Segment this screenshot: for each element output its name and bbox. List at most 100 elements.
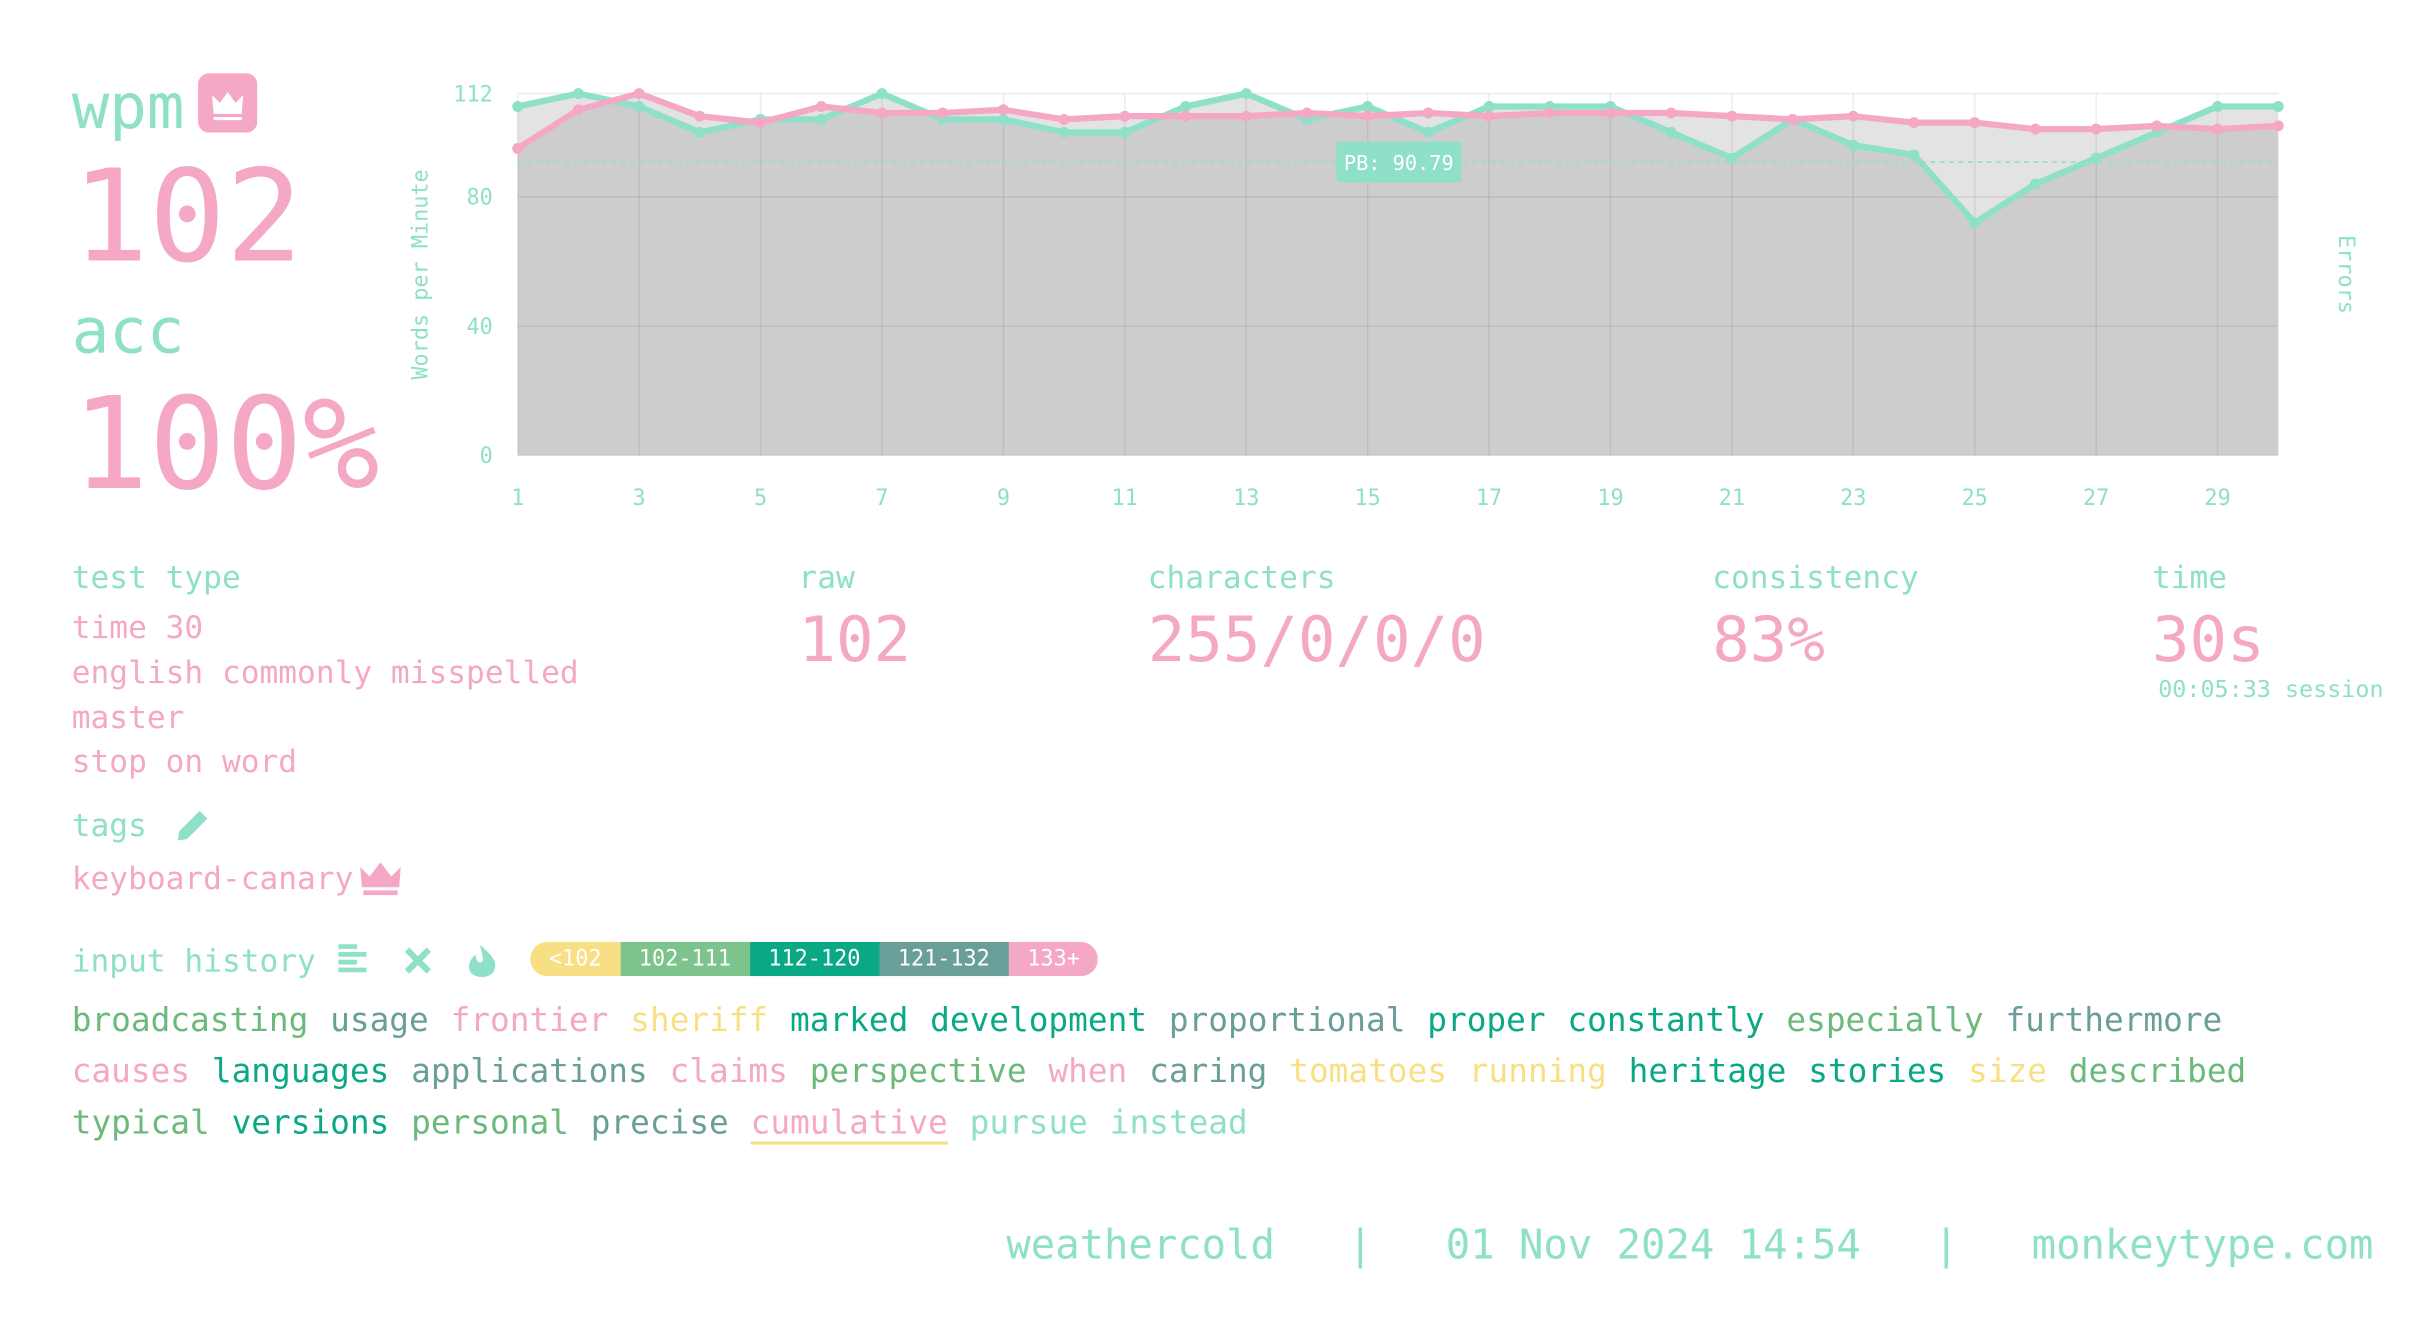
series-point	[1969, 117, 1981, 129]
series-point	[633, 101, 645, 112]
word: heritage	[1628, 1052, 1787, 1091]
word: causes	[71, 1052, 191, 1091]
legend-item: 121-132	[879, 941, 1009, 977]
x-tick-label: 1	[511, 486, 524, 511]
acc-label: acc	[71, 296, 185, 369]
speed-legend: <102 102-111 112-120 121-132 133+	[530, 941, 1099, 977]
word: instead	[1109, 1104, 1248, 1142]
series-point	[876, 88, 888, 100]
series-point	[1422, 126, 1434, 138]
y2-axis-label: Errors	[2333, 235, 2358, 314]
input-history-label: input history	[71, 941, 316, 980]
test-type: time 30	[71, 608, 204, 646]
pb-label: PB: 90.79	[1344, 151, 1454, 175]
test-type: english commonly misspelled	[71, 653, 579, 691]
acc-value: 100%	[71, 371, 380, 520]
y-tick-label: 112	[453, 82, 492, 107]
word: precise	[590, 1104, 729, 1142]
pb-badge	[1336, 141, 1462, 183]
series-point	[1362, 101, 1374, 112]
series-point	[1544, 107, 1556, 119]
word: perspective	[809, 1052, 1027, 1091]
footer: weathercold | 01 Nov 2024 14:54 | monkey…	[1006, 1223, 2373, 1270]
series-point	[2212, 101, 2224, 112]
separator: |	[1348, 1222, 1373, 1270]
series-point	[1362, 110, 1374, 122]
series-point	[1240, 88, 1252, 100]
area	[517, 93, 2279, 456]
history-icons[interactable]	[335, 940, 507, 981]
y-tick-label: 80	[466, 186, 492, 211]
series-point	[2212, 123, 2224, 135]
series-point	[2272, 120, 2284, 132]
series-point	[997, 113, 1009, 125]
test-type: stop on word	[71, 742, 298, 780]
edit-icon[interactable]	[172, 803, 216, 847]
series-point	[1665, 107, 1677, 119]
series-point	[694, 126, 706, 138]
word: marked	[790, 1001, 909, 1039]
word: personal	[411, 1104, 569, 1142]
series-point	[1301, 107, 1313, 119]
word: versions	[231, 1104, 390, 1142]
area	[517, 93, 2279, 456]
date: 01 Nov 2024 14:54	[1445, 1222, 1861, 1270]
word: furthermore	[2005, 1001, 2223, 1039]
series-point	[1726, 152, 1738, 164]
series-point	[1726, 110, 1738, 122]
y-axis-label: Words per Minute	[408, 169, 433, 379]
separator: |	[1933, 1222, 1959, 1270]
series-point	[1483, 110, 1495, 122]
series-point	[997, 104, 1009, 116]
series-point	[1605, 107, 1616, 119]
characters-label: characters	[1147, 558, 1336, 596]
series-point	[512, 143, 524, 154]
raw-label: raw	[798, 558, 855, 596]
x-tick-label: 15	[1354, 486, 1380, 511]
x-tick-label: 21	[1719, 486, 1745, 511]
y-tick-label: 0	[480, 444, 493, 469]
test-type: master	[71, 698, 185, 737]
word: proper	[1427, 1001, 1546, 1039]
crown-icon	[360, 862, 401, 896]
consistency-label: consistency	[1712, 558, 1919, 596]
series-point	[2029, 178, 2041, 190]
x-tick-label: 25	[1962, 486, 1988, 511]
characters-value: 255/0/0/0	[1147, 605, 1486, 677]
word: broadcasting	[71, 1001, 309, 1039]
series-point	[572, 88, 584, 100]
series-point	[1787, 113, 1799, 125]
word: size	[1968, 1052, 2047, 1091]
x-tick-label: 9	[997, 486, 1010, 511]
input-history: broadcasting usage frontier sheriff marked de…	[72, 995, 2318, 1149]
word: typical	[71, 1104, 210, 1142]
raw-value: 102	[798, 605, 912, 677]
series-point	[1665, 126, 1677, 138]
word: claims	[669, 1052, 788, 1091]
series-point	[2090, 123, 2102, 135]
series-point	[1969, 217, 1981, 229]
series-point	[1180, 110, 1191, 122]
x-tick-label: 19	[1597, 486, 1623, 511]
tags-label: tags	[71, 806, 147, 844]
series-point	[1119, 110, 1131, 122]
series-point	[2151, 120, 2163, 132]
word: applications	[411, 1052, 648, 1091]
wpm-value: 102	[71, 143, 303, 292]
series-point	[937, 107, 949, 119]
word: cumulative	[750, 1104, 948, 1142]
legend-item: <102	[530, 941, 621, 977]
series-point	[694, 110, 706, 122]
series-point	[1180, 101, 1191, 112]
series-point	[815, 101, 827, 112]
series-point	[1058, 126, 1070, 138]
series-point	[633, 88, 645, 100]
word: pursue	[969, 1104, 1088, 1142]
word: constantly	[1567, 1001, 1765, 1039]
series-point	[1422, 107, 1434, 119]
x-tick-label: 29	[2204, 486, 2230, 511]
word: described	[2068, 1052, 2247, 1091]
legend-item: 133+	[1008, 941, 1099, 977]
